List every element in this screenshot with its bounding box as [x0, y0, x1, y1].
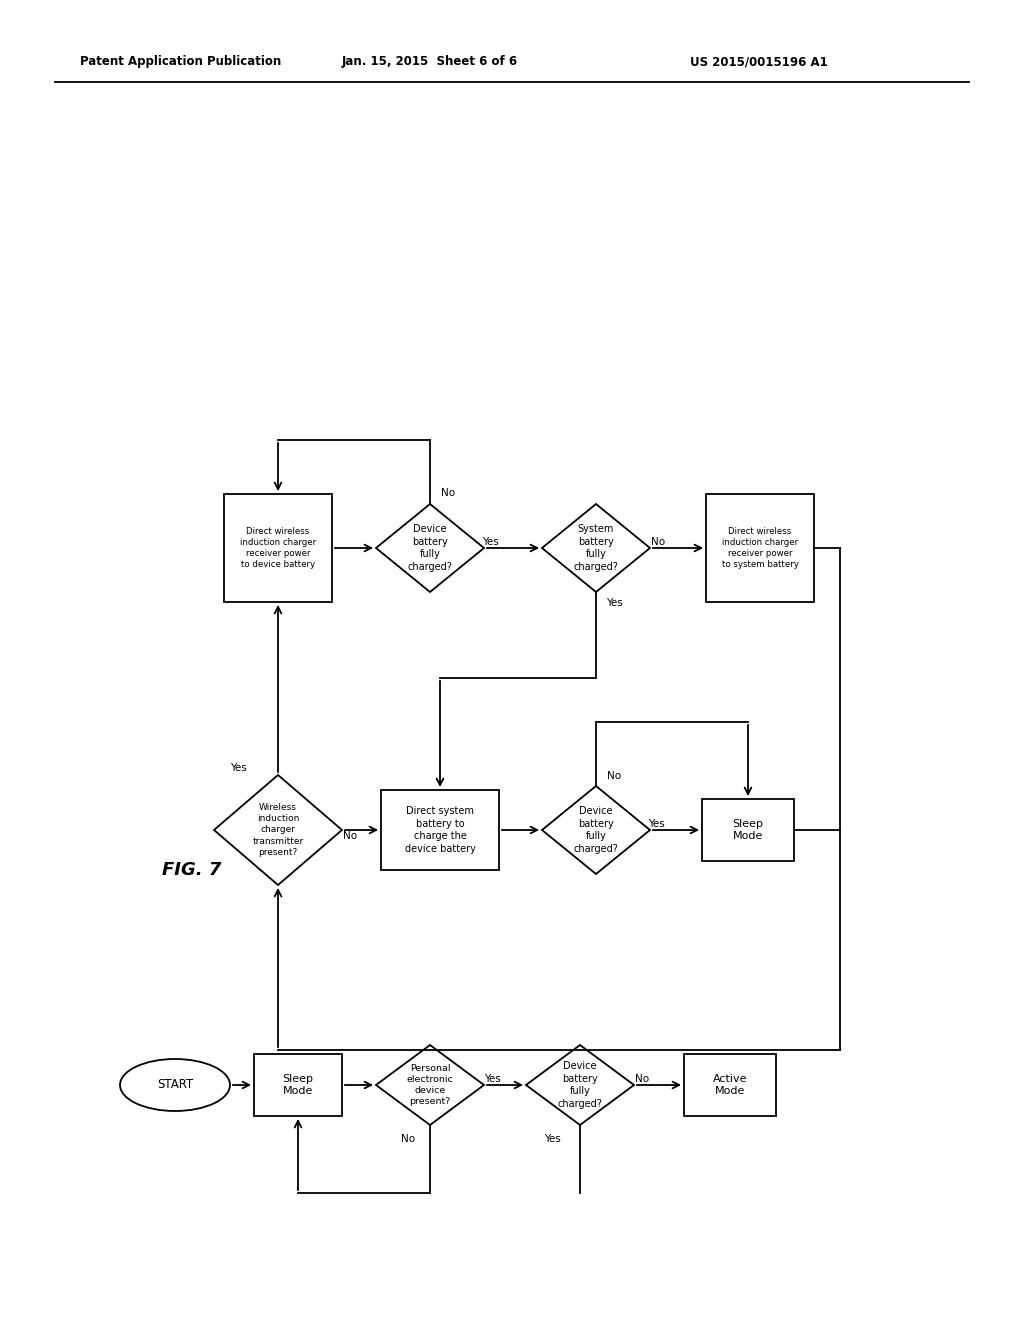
Text: FIG. 7: FIG. 7 [162, 861, 221, 879]
Text: Patent Application Publication: Patent Application Publication [80, 55, 282, 69]
Bar [224, 494, 332, 602]
Bar [702, 799, 794, 861]
Text: Sleep
Mode: Sleep Mode [283, 1073, 313, 1096]
Text: Yes: Yes [483, 1074, 501, 1084]
Polygon shape [542, 785, 650, 874]
Text: System
battery
fully
charged?: System battery fully charged? [573, 524, 618, 572]
Text: No: No [651, 537, 665, 546]
Text: Device
battery
fully
charged?: Device battery fully charged? [573, 807, 618, 854]
Text: No: No [343, 832, 357, 841]
Text: START: START [157, 1078, 194, 1092]
Bar [706, 494, 814, 602]
Text: Yes: Yes [229, 763, 247, 774]
Polygon shape [214, 775, 342, 884]
Text: Device
battery
fully
charged?: Device battery fully charged? [557, 1061, 602, 1109]
Polygon shape [376, 1045, 484, 1125]
Bar [381, 789, 499, 870]
Text: Direct wireless
induction charger
receiver power
to device battery: Direct wireless induction charger receiv… [240, 527, 316, 569]
Text: Direct system
battery to
charge the
device battery: Direct system battery to charge the devi… [404, 807, 475, 854]
Polygon shape [376, 504, 484, 591]
Text: Personal
electronic
device
present?: Personal electronic device present? [407, 1064, 454, 1106]
Text: Active
Mode: Active Mode [713, 1073, 748, 1096]
Text: Wireless
induction
charger
transmitter
present?: Wireless induction charger transmitter p… [252, 804, 304, 857]
Polygon shape [542, 504, 650, 591]
Text: Direct wireless
induction charger
receiver power
to system battery: Direct wireless induction charger receiv… [722, 527, 799, 569]
Text: Yes: Yes [544, 1134, 560, 1144]
Text: Yes: Yes [605, 598, 623, 609]
Text: No: No [607, 771, 622, 781]
Bar [254, 1053, 342, 1115]
Text: Yes: Yes [647, 818, 665, 829]
Text: No: No [441, 488, 455, 498]
Ellipse shape [120, 1059, 230, 1111]
Bar [684, 1053, 776, 1115]
Text: Jan. 15, 2015  Sheet 6 of 6: Jan. 15, 2015 Sheet 6 of 6 [342, 55, 518, 69]
Text: Device
battery
fully
charged?: Device battery fully charged? [408, 524, 453, 572]
Text: No: No [635, 1074, 649, 1084]
Text: US 2015/0015196 A1: US 2015/0015196 A1 [690, 55, 827, 69]
Text: No: No [401, 1134, 415, 1144]
Polygon shape [526, 1045, 634, 1125]
Text: Yes: Yes [481, 537, 499, 546]
Text: Sleep
Mode: Sleep Mode [732, 818, 764, 841]
